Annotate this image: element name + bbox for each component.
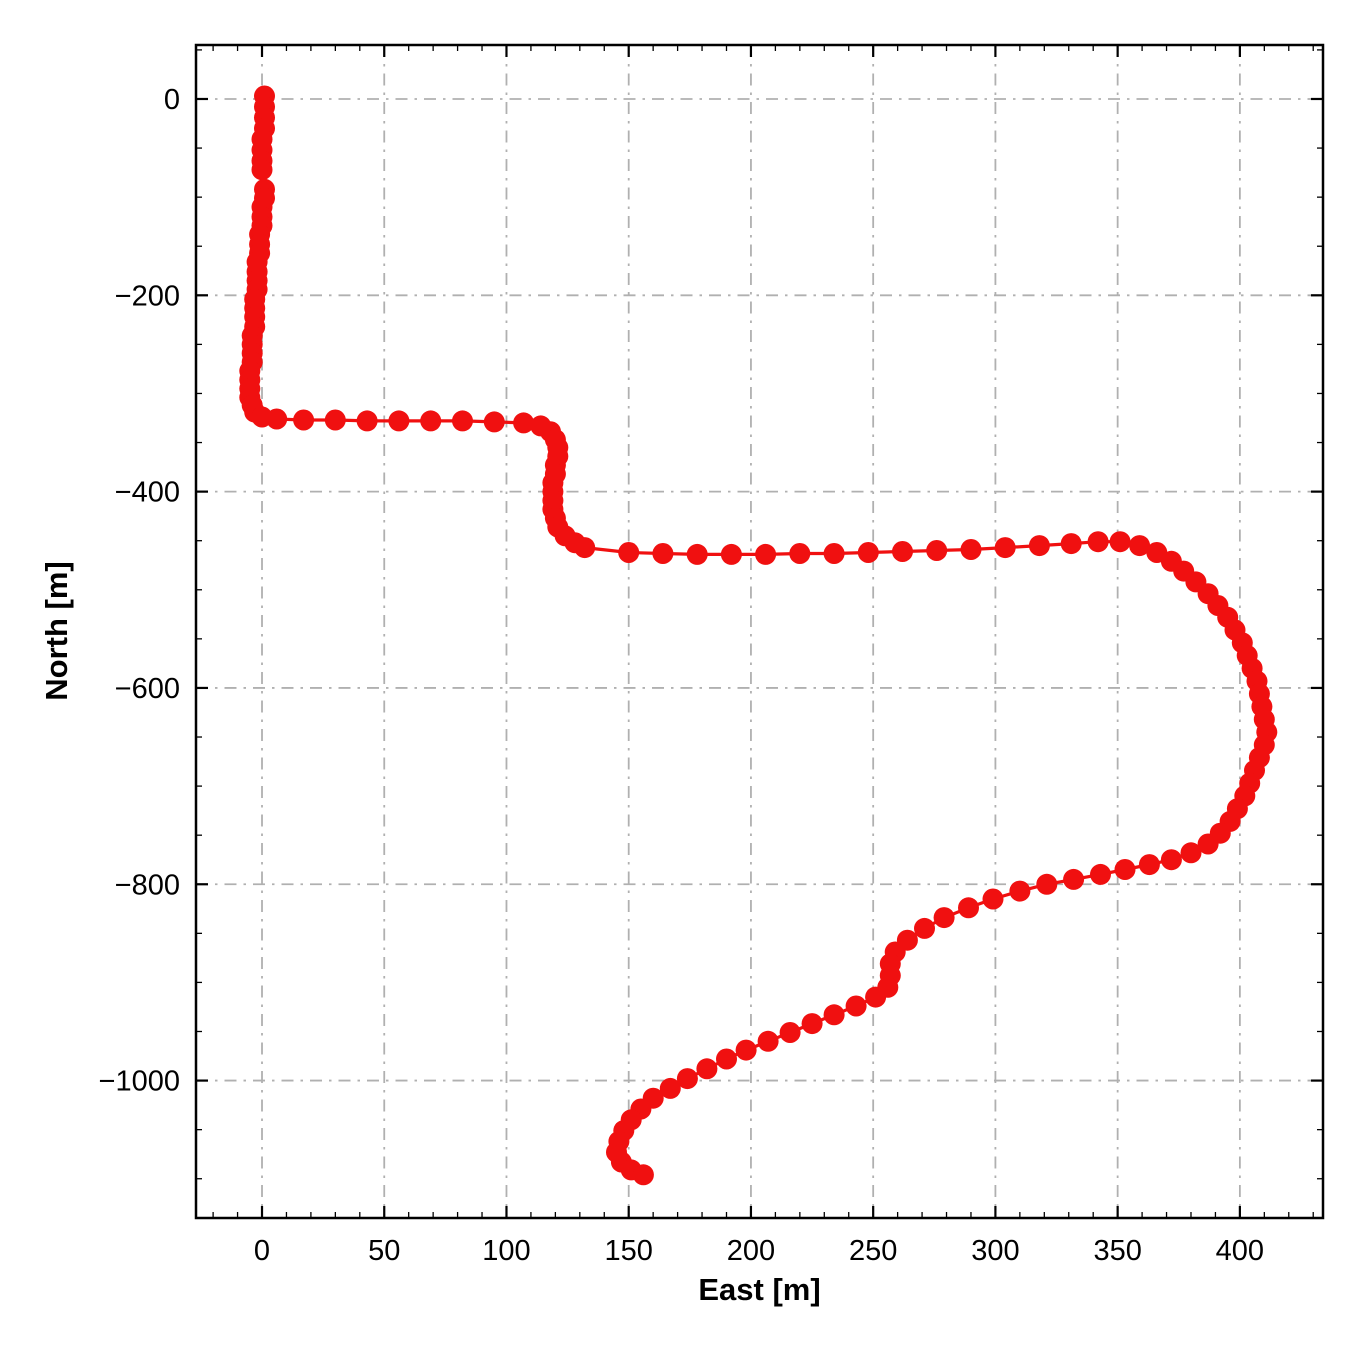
trajectory-point	[513, 412, 535, 434]
trajectory-point	[857, 542, 879, 563]
trajectory-point	[1036, 873, 1058, 895]
trajectory-point	[1138, 854, 1160, 876]
y-tick-label: −1000	[99, 1066, 180, 1098]
trajectory-point	[1009, 880, 1031, 902]
trajectory-point	[1114, 859, 1136, 880]
y-tick-label: −200	[115, 280, 180, 312]
trajectory-point	[1028, 535, 1050, 557]
trajectory-point	[293, 409, 315, 431]
x-tick-label: 350	[1093, 1235, 1141, 1267]
trajectory-point	[823, 543, 845, 564]
x-tick-label: 400	[1216, 1235, 1264, 1267]
trajectory-point	[420, 410, 442, 432]
trajectory-point	[452, 410, 473, 432]
x-tick-label: 250	[849, 1235, 897, 1267]
trajectory-point	[720, 543, 742, 565]
y-tick-label: −800	[115, 869, 180, 901]
trajectory-point	[801, 1013, 823, 1035]
y-tick-label: −400	[115, 477, 180, 509]
trajectory-point	[356, 410, 378, 432]
trajectory-point	[696, 1058, 718, 1080]
trajectory-point	[982, 888, 1004, 910]
x-axis-label: East [m]	[698, 1272, 821, 1307]
x-tick-label: 50	[368, 1235, 400, 1267]
trajectory-point	[926, 540, 948, 561]
trajectory-point	[1129, 535, 1151, 557]
trajectory-point	[676, 1068, 698, 1090]
trajectory-point	[1109, 531, 1131, 553]
trajectory-point	[251, 159, 273, 181]
trajectory-point	[823, 1004, 845, 1026]
trajectory-point	[483, 411, 505, 433]
trajectory-point	[1060, 533, 1082, 555]
trajectory-point	[632, 1164, 654, 1186]
trajectory-point	[755, 543, 777, 565]
trajectory-point	[1087, 531, 1109, 553]
trajectory-point	[845, 995, 867, 1017]
trajectory-point	[324, 409, 346, 431]
trajectory-point	[933, 907, 955, 929]
x-tick-label: 150	[605, 1235, 653, 1267]
trajectory-point	[574, 537, 596, 559]
trajectory-point	[1160, 849, 1182, 871]
trajectory-point	[1063, 868, 1085, 890]
trajectory-point	[757, 1030, 779, 1052]
y-tick-label: −600	[115, 673, 180, 705]
trajectory-point	[789, 543, 811, 564]
plot-border	[194, 43, 1325, 1220]
trajectory-point	[716, 1048, 737, 1070]
trajectory-point	[686, 543, 708, 565]
trajectory-point	[960, 539, 982, 560]
y-axis-label: North [m]	[39, 561, 74, 701]
trajectory-point	[994, 537, 1016, 559]
trajectory-line	[248, 94, 1269, 1177]
y-tick-label: 0	[164, 84, 180, 116]
trajectory-point	[618, 542, 640, 563]
trajectory-point	[892, 541, 913, 562]
trajectory-point	[659, 1077, 681, 1099]
x-tick-label: 0	[254, 1235, 270, 1267]
x-tick-label: 200	[727, 1235, 775, 1267]
trajectory-point	[1180, 842, 1202, 864]
trajectory-point	[266, 408, 288, 430]
x-tick-label: 300	[971, 1235, 1019, 1267]
trajectory-point	[958, 897, 979, 919]
x-tick-label: 100	[482, 1235, 530, 1267]
trajectory-point	[779, 1022, 801, 1043]
trajectory-point	[735, 1039, 757, 1061]
trajectory-point	[652, 543, 674, 564]
trajectory-point	[865, 986, 887, 1008]
trajectory-point	[388, 410, 410, 432]
trajectory-point	[1197, 833, 1219, 855]
trajectory-point	[1090, 863, 1111, 885]
trajectory-point	[914, 917, 935, 939]
